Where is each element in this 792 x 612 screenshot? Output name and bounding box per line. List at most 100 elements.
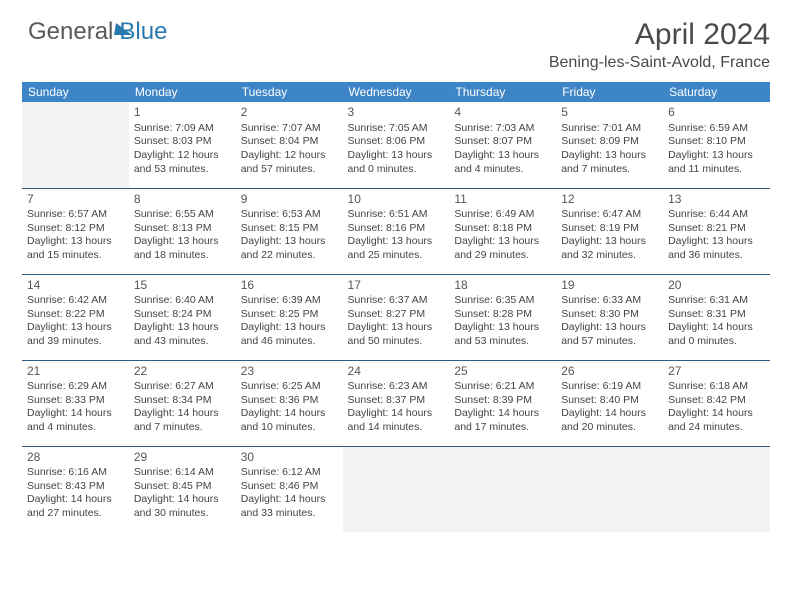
dayheader-monday: Monday [129, 82, 236, 102]
day-cell: 9Sunrise: 6:53 AMSunset: 8:15 PMDaylight… [236, 188, 343, 274]
day-cell: 12Sunrise: 6:47 AMSunset: 8:19 PMDayligh… [556, 188, 663, 274]
day-number: 6 [668, 105, 765, 121]
day-number: 14 [27, 278, 124, 294]
sunset-text: Sunset: 8:46 PM [241, 480, 338, 494]
day-number: 10 [348, 192, 445, 208]
day-number: 26 [561, 364, 658, 380]
day-number: 19 [561, 278, 658, 294]
daylight-text: Daylight: 14 hours and 14 minutes. [348, 407, 445, 434]
day-cell: 19Sunrise: 6:33 AMSunset: 8:30 PMDayligh… [556, 274, 663, 360]
daylight-text: Daylight: 13 hours and 18 minutes. [134, 235, 231, 262]
sunset-text: Sunset: 8:43 PM [27, 480, 124, 494]
sunset-text: Sunset: 8:21 PM [668, 222, 765, 236]
daylight-text: Daylight: 14 hours and 17 minutes. [454, 407, 551, 434]
sunset-text: Sunset: 8:10 PM [668, 135, 765, 149]
sunrise-text: Sunrise: 6:51 AM [348, 208, 445, 222]
day-number: 2 [241, 105, 338, 121]
day-number: 22 [134, 364, 231, 380]
week-row: 7Sunrise: 6:57 AMSunset: 8:12 PMDaylight… [22, 188, 770, 274]
daylight-text: Daylight: 14 hours and 20 minutes. [561, 407, 658, 434]
day-cell: 11Sunrise: 6:49 AMSunset: 8:18 PMDayligh… [449, 188, 556, 274]
day-number: 1 [134, 105, 231, 121]
day-number: 12 [561, 192, 658, 208]
day-cell: 16Sunrise: 6:39 AMSunset: 8:25 PMDayligh… [236, 274, 343, 360]
day-cell: 1Sunrise: 7:09 AMSunset: 8:03 PMDaylight… [129, 102, 236, 188]
day-number: 29 [134, 450, 231, 466]
sunrise-text: Sunrise: 6:16 AM [27, 466, 124, 480]
sunrise-text: Sunrise: 6:12 AM [241, 466, 338, 480]
empty-cell [449, 446, 556, 532]
week-row: 1Sunrise: 7:09 AMSunset: 8:03 PMDaylight… [22, 102, 770, 188]
daylight-text: Daylight: 13 hours and 57 minutes. [561, 321, 658, 348]
sunrise-text: Sunrise: 6:18 AM [668, 380, 765, 394]
daylight-text: Daylight: 14 hours and 10 minutes. [241, 407, 338, 434]
day-cell: 7Sunrise: 6:57 AMSunset: 8:12 PMDaylight… [22, 188, 129, 274]
sunset-text: Sunset: 8:45 PM [134, 480, 231, 494]
sunset-text: Sunset: 8:28 PM [454, 308, 551, 322]
sunrise-text: Sunrise: 6:27 AM [134, 380, 231, 394]
day-cell: 14Sunrise: 6:42 AMSunset: 8:22 PMDayligh… [22, 274, 129, 360]
sunset-text: Sunset: 8:24 PM [134, 308, 231, 322]
daylight-text: Daylight: 13 hours and 22 minutes. [241, 235, 338, 262]
sunset-text: Sunset: 8:07 PM [454, 135, 551, 149]
day-cell: 22Sunrise: 6:27 AMSunset: 8:34 PMDayligh… [129, 360, 236, 446]
week-row: 14Sunrise: 6:42 AMSunset: 8:22 PMDayligh… [22, 274, 770, 360]
day-number: 27 [668, 364, 765, 380]
day-cell: 24Sunrise: 6:23 AMSunset: 8:37 PMDayligh… [343, 360, 450, 446]
logo-text-1: General [28, 18, 113, 46]
sunrise-text: Sunrise: 6:25 AM [241, 380, 338, 394]
day-number: 4 [454, 105, 551, 121]
location-label: Bening-les-Saint-Avold, France [549, 54, 770, 72]
week-row: 21Sunrise: 6:29 AMSunset: 8:33 PMDayligh… [22, 360, 770, 446]
sunrise-text: Sunrise: 6:35 AM [454, 294, 551, 308]
day-number: 25 [454, 364, 551, 380]
sunrise-text: Sunrise: 6:47 AM [561, 208, 658, 222]
header: General Blue April 2024 Bening-les-Saint… [22, 18, 770, 72]
sunset-text: Sunset: 8:18 PM [454, 222, 551, 236]
daylight-text: Daylight: 14 hours and 4 minutes. [27, 407, 124, 434]
day-cell: 17Sunrise: 6:37 AMSunset: 8:27 PMDayligh… [343, 274, 450, 360]
dayheader-row: SundayMondayTuesdayWednesdayThursdayFrid… [22, 82, 770, 102]
sunrise-text: Sunrise: 6:59 AM [668, 122, 765, 136]
week-row: 28Sunrise: 6:16 AMSunset: 8:43 PMDayligh… [22, 446, 770, 532]
daylight-text: Daylight: 12 hours and 53 minutes. [134, 149, 231, 176]
empty-cell [343, 446, 450, 532]
sunset-text: Sunset: 8:16 PM [348, 222, 445, 236]
sunrise-text: Sunrise: 6:33 AM [561, 294, 658, 308]
day-number: 9 [241, 192, 338, 208]
sunset-text: Sunset: 8:15 PM [241, 222, 338, 236]
sunset-text: Sunset: 8:40 PM [561, 394, 658, 408]
day-number: 16 [241, 278, 338, 294]
day-number: 8 [134, 192, 231, 208]
day-cell: 25Sunrise: 6:21 AMSunset: 8:39 PMDayligh… [449, 360, 556, 446]
day-number: 30 [241, 450, 338, 466]
sunset-text: Sunset: 8:04 PM [241, 135, 338, 149]
daylight-text: Daylight: 13 hours and 0 minutes. [348, 149, 445, 176]
day-cell: 2Sunrise: 7:07 AMSunset: 8:04 PMDaylight… [236, 102, 343, 188]
logo: General Blue [22, 18, 167, 46]
sunrise-text: Sunrise: 6:57 AM [27, 208, 124, 222]
day-cell: 13Sunrise: 6:44 AMSunset: 8:21 PMDayligh… [663, 188, 770, 274]
daylight-text: Daylight: 12 hours and 57 minutes. [241, 149, 338, 176]
day-cell: 5Sunrise: 7:01 AMSunset: 8:09 PMDaylight… [556, 102, 663, 188]
sunrise-text: Sunrise: 7:03 AM [454, 122, 551, 136]
day-cell: 26Sunrise: 6:19 AMSunset: 8:40 PMDayligh… [556, 360, 663, 446]
day-number: 23 [241, 364, 338, 380]
day-number: 18 [454, 278, 551, 294]
sunset-text: Sunset: 8:03 PM [134, 135, 231, 149]
day-cell: 27Sunrise: 6:18 AMSunset: 8:42 PMDayligh… [663, 360, 770, 446]
month-title: April 2024 [549, 18, 770, 52]
calendar-body: 1Sunrise: 7:09 AMSunset: 8:03 PMDaylight… [22, 102, 770, 532]
day-number: 20 [668, 278, 765, 294]
empty-cell [663, 446, 770, 532]
dayheader-tuesday: Tuesday [236, 82, 343, 102]
daylight-text: Daylight: 13 hours and 11 minutes. [668, 149, 765, 176]
sunrise-text: Sunrise: 6:44 AM [668, 208, 765, 222]
sunrise-text: Sunrise: 6:40 AM [134, 294, 231, 308]
daylight-text: Daylight: 14 hours and 0 minutes. [668, 321, 765, 348]
sunrise-text: Sunrise: 6:39 AM [241, 294, 338, 308]
day-cell: 23Sunrise: 6:25 AMSunset: 8:36 PMDayligh… [236, 360, 343, 446]
day-cell: 30Sunrise: 6:12 AMSunset: 8:46 PMDayligh… [236, 446, 343, 532]
daylight-text: Daylight: 13 hours and 36 minutes. [668, 235, 765, 262]
day-cell: 28Sunrise: 6:16 AMSunset: 8:43 PMDayligh… [22, 446, 129, 532]
